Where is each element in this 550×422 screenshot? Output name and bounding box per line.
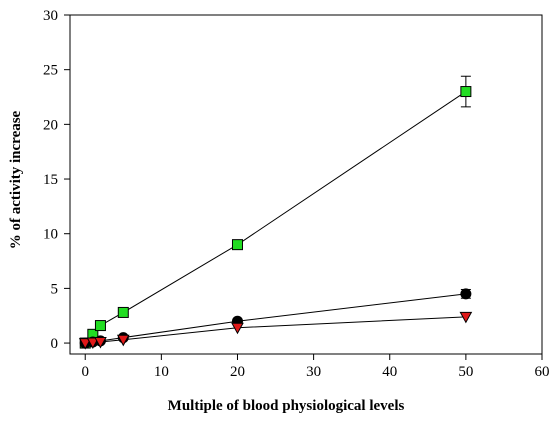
x-tick-label: 30 [306,364,321,380]
x-tick-label: 0 [81,364,89,380]
y-tick-label: 0 [51,336,59,352]
data-point-square [94,320,106,332]
plot-frame [69,14,543,355]
x-tick-label: 60 [535,364,550,380]
data-point-triangle [116,334,130,347]
series-2 [79,288,472,349]
series-1 [79,75,472,349]
data-point-square [117,306,129,318]
series-3 [78,311,473,350]
x-axis-ticks: 0 10 20 30 40 50 60 [81,354,550,380]
data-point-triangle [78,338,92,350]
y-tick-label: 25 [43,63,58,79]
y-axis-ticks: 0 5 10 15 20 25 30 [43,8,70,352]
data-point-triangle [86,337,100,350]
data-point-triangle [459,311,473,324]
series-line [84,91,467,344]
data-point-square [460,86,472,98]
data-point-triangle [231,322,244,335]
data-point-circle [460,288,472,300]
y-tick-label: 5 [51,281,59,297]
x-tick-label: 20 [230,364,245,380]
series-line [85,316,466,344]
x-tick-label: 10 [154,364,169,380]
y-tick-label: 20 [43,117,58,133]
x-tick-label: 50 [458,364,473,380]
y-tick-label: 30 [43,8,58,24]
x-tick-label: 40 [382,364,397,380]
y-tick-label: 15 [43,172,58,188]
x-axis-title: Multiple of blood physiological levels [168,398,405,414]
plot-border [69,14,543,355]
y-axis-title: % of activity increase [8,110,24,249]
data-point-triangle [94,336,107,349]
data-point-square [231,239,243,251]
y-tick-label: 10 [43,227,58,243]
series-layer [78,75,473,350]
